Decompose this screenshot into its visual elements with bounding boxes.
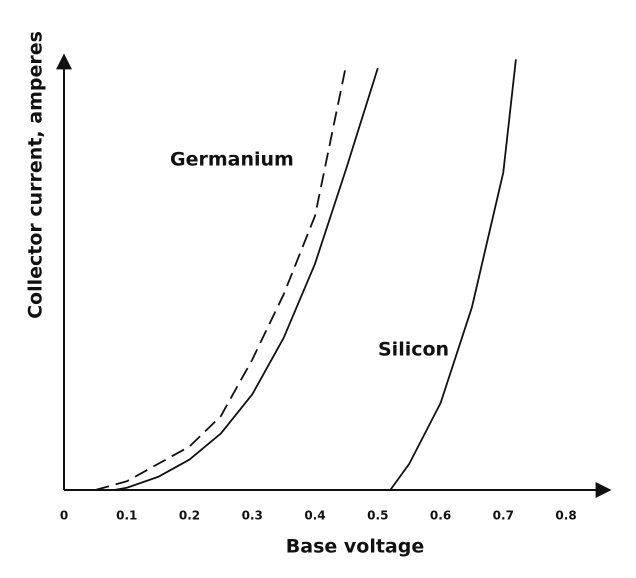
line-series — [389, 59, 517, 491]
annotation: Silicon — [378, 339, 449, 361]
x-tick-label: 0 — [60, 509, 68, 523]
line-series — [95, 63, 348, 491]
x-tick-label: 0.3 — [242, 509, 263, 523]
x-tick-label: 0.1 — [116, 509, 137, 523]
annotation: Germanium — [170, 149, 294, 171]
line-series — [114, 67, 379, 491]
y-axis-label: Collector current, amperes — [25, 31, 47, 319]
x-tick-label: 0.6 — [430, 509, 451, 523]
x-tick-label: 0.7 — [493, 509, 514, 523]
x-tick-label: 0.4 — [304, 509, 325, 523]
x-axis-label: Base voltage — [286, 536, 424, 558]
x-tick-label: 0.5 — [367, 509, 388, 523]
x-tick-label: 0.2 — [179, 509, 200, 523]
x-tick-label: 0.8 — [555, 509, 576, 523]
